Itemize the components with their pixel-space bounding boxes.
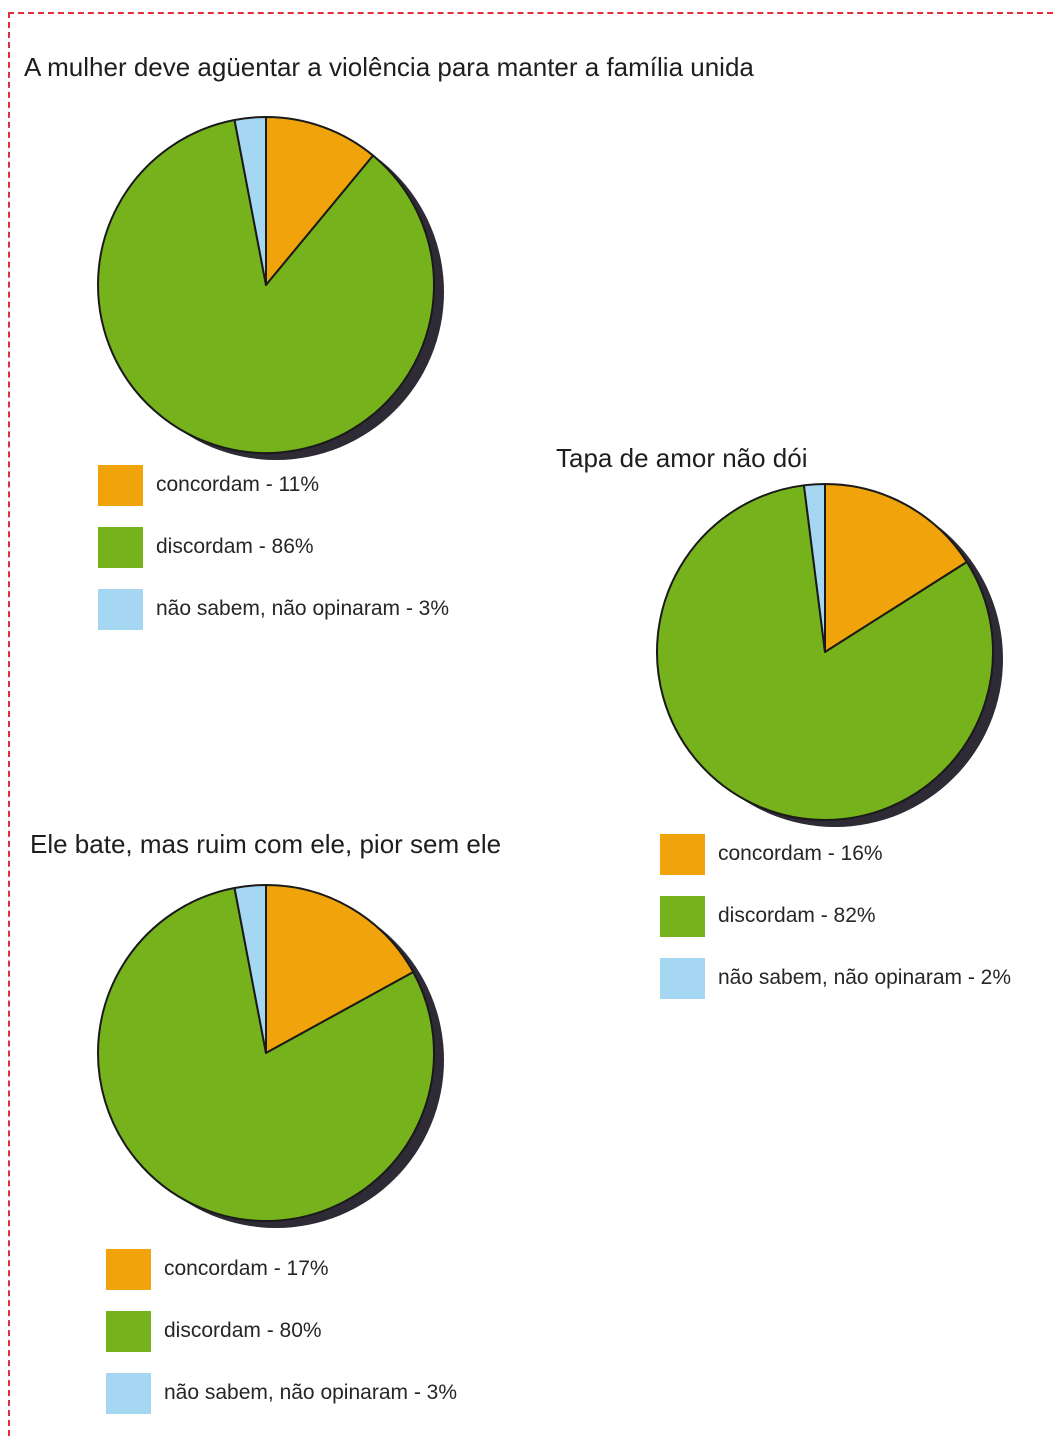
chart-3-title: Ele bate, mas ruim com ele, pior sem ele (30, 829, 502, 859)
legend-label-concordam: concordam - 17% (164, 1257, 329, 1280)
legend-label-discordam: discordam - 80% (164, 1319, 322, 1342)
legend-swatch-discordam (660, 896, 705, 937)
legend-swatch-concordam (98, 465, 143, 506)
legend-swatch-concordam (106, 1249, 151, 1290)
chart-1-pie (97, 116, 444, 460)
dashed-frame-left (8, 12, 10, 1436)
pie-slice-nao-sabem (802, 482, 826, 653)
legend-swatch-nao-sabem (106, 1373, 151, 1414)
pie-slice-nao-sabem (233, 884, 267, 1054)
legend-label-nao-sabem: não sabem, não opinaram - 3% (156, 597, 450, 620)
pie-slice-concordam (265, 116, 375, 286)
pie-slice-concordam (265, 884, 415, 1054)
legend-label-discordam: discordam - 82% (718, 904, 876, 927)
legend-swatch-nao-sabem (98, 589, 143, 630)
chart-2-title: Tapa de amor não dói (556, 443, 808, 473)
legend-label-nao-sabem: não sabem, não opinaram - 2% (718, 966, 1012, 989)
chart-2-pie (656, 482, 1003, 827)
legend-label-concordam: concordam - 16% (718, 842, 883, 865)
pie-slice-nao-sabem (233, 116, 267, 286)
legend-label-nao-sabem: não sabem, não opinaram - 3% (164, 1381, 458, 1404)
legend-swatch-nao-sabem (660, 958, 705, 999)
pie-slice-concordam (824, 483, 968, 653)
legend-label-concordam: concordam - 11% (156, 473, 320, 496)
legend-swatch-discordam (106, 1311, 151, 1352)
chart-3-pie (97, 884, 444, 1228)
pie-slice-discordam (97, 118, 436, 454)
legend-swatch-concordam (660, 834, 705, 875)
legend-label-discordam: discordam - 86% (156, 535, 314, 558)
chart-1-title: A mulher deve agüentar a violência para … (24, 52, 754, 82)
legend-swatch-discordam (98, 527, 143, 568)
dashed-frame-top (8, 12, 1053, 14)
pie-slice-discordam (97, 886, 435, 1222)
